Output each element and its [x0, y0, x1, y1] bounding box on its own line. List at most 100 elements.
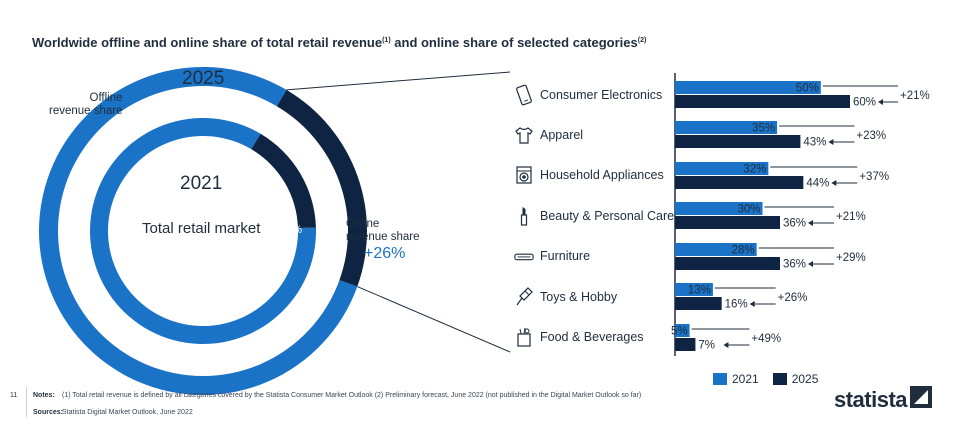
bar-2025 — [675, 176, 804, 189]
bar-2021 — [675, 81, 821, 94]
bar-2025 — [675, 216, 780, 229]
offline-revenue-label: Offline revenue share — [49, 92, 123, 118]
legend-item-2021: 2021 — [713, 372, 759, 386]
value-label-2021: 28% — [732, 245, 755, 257]
notes-heading: Notes: — [33, 392, 55, 399]
bar-2025 — [675, 257, 780, 270]
category-label: Apparel — [540, 128, 584, 142]
bar-2025 — [675, 338, 696, 351]
value-label-2025: 44% — [806, 178, 829, 190]
offline-label-line2: revenue share — [49, 105, 123, 117]
legend-label-2021: 2021 — [732, 372, 759, 386]
category-consumer-electronics: Consumer Electronics — [513, 81, 662, 109]
connector-line-bottom — [357, 286, 511, 353]
value-label-2021: 13% — [688, 285, 711, 297]
value-label-2021: 35% — [752, 123, 775, 135]
category-label: Consumer Electronics — [540, 88, 663, 102]
outer-online-percent: 22% — [322, 224, 345, 236]
legend-swatch-2025 — [772, 373, 787, 385]
change-label: +29% — [836, 252, 866, 264]
change-label: +21% — [900, 90, 930, 102]
tshirt-icon — [513, 124, 535, 146]
notes-text: (1) Total retail revenue is defined by a… — [62, 392, 642, 399]
bar-2021 — [675, 243, 757, 256]
kite-icon — [513, 286, 535, 308]
connector-line-top — [286, 71, 511, 91]
footer-divider — [26, 387, 27, 417]
category-label: Household Appliances — [540, 168, 664, 182]
center-label: Total retail market — [142, 220, 261, 237]
sofa-icon — [513, 245, 535, 267]
value-label-2021: 5% — [671, 326, 688, 338]
change-arrow-head — [831, 180, 837, 186]
inner-online-percent: 16% — [280, 224, 303, 236]
change-label: +23% — [856, 130, 886, 142]
outer-ring-year: 2025 — [182, 68, 225, 89]
change-arrow-head — [878, 99, 883, 105]
page-number: 11 — [10, 392, 18, 399]
title-footnote-1: (1) — [382, 37, 391, 44]
online-label-line1: Online — [346, 218, 380, 230]
value-label-2021: 50% — [796, 83, 819, 95]
bar-2021 — [675, 121, 778, 134]
change-arrow-head — [749, 301, 755, 307]
sources-text: Statista Digital Market Outlook, June 20… — [62, 409, 193, 416]
inner-ring-year: 2021 — [180, 173, 223, 194]
inner-ring-2021-online-slice — [251, 133, 316, 229]
category-label: Food & Beverages — [540, 330, 644, 344]
legend-item-2025: 2025 — [772, 372, 819, 386]
bar-2021 — [675, 324, 690, 337]
title-mid: and online share of selected categories — [390, 35, 638, 50]
inner-offline-percent: 84% — [108, 224, 131, 236]
change-label: +49% — [751, 333, 781, 345]
online-change-value: +26% — [364, 245, 406, 262]
offline-label-line1: Offline — [89, 92, 123, 104]
value-label-2021: 30% — [737, 204, 760, 216]
bar-2025 — [675, 135, 801, 148]
chart-title: Worldwide offline and online share of to… — [32, 35, 646, 50]
value-label-2025: 43% — [803, 137, 826, 149]
value-label-2025: 36% — [783, 259, 806, 271]
legend-label-2025: 2025 — [791, 372, 819, 386]
statista-logo[interactable]: statista — [834, 386, 933, 413]
category-label: Beauty & Personal Care — [540, 209, 675, 223]
value-label-2021: 32% — [743, 164, 766, 176]
category-beauty-personal-care: Beauty & Personal Care — [513, 202, 674, 230]
bar-2025 — [675, 95, 850, 108]
bar-2025 — [675, 297, 722, 310]
outer-offline-percent: 78% — [65, 224, 88, 236]
bar-2021 — [675, 202, 763, 215]
value-label-2025: 7% — [698, 340, 715, 352]
legend: 2021 2025 — [713, 372, 832, 386]
category-food-beverages: Food & Beverages — [513, 323, 644, 351]
value-label-2025: 16% — [725, 299, 748, 311]
category-label: Furniture — [540, 249, 591, 263]
smartphone-icon — [513, 84, 535, 106]
outer-ring-2025-online-slice — [276, 89, 367, 287]
change-arrow-head — [808, 220, 813, 226]
statista-logo-icon — [910, 386, 933, 413]
grocery-bag-icon — [513, 326, 535, 348]
logo-wordmark: statista — [834, 386, 908, 412]
change-arrow-head — [723, 342, 729, 348]
change-arrow-head — [808, 261, 813, 267]
change-label: +21% — [836, 211, 866, 223]
category-toys-hobby: Toys & Hobby — [513, 283, 617, 311]
category-label: Toys & Hobby — [540, 290, 618, 304]
category-furniture: Furniture — [513, 242, 590, 270]
bar-2021 — [675, 162, 769, 175]
category-apparel: Apparel — [513, 121, 583, 149]
bar-2021 — [675, 283, 713, 296]
lipstick-icon — [513, 205, 535, 227]
value-label-2025: 36% — [783, 218, 806, 230]
online-revenue-label: Online revenue share — [346, 218, 420, 244]
legend-swatch-2021 — [713, 373, 727, 385]
change-arrow-head — [828, 139, 834, 145]
category-household-appliances: Household Appliances — [513, 161, 664, 189]
value-label-2025: 60% — [853, 97, 876, 109]
change-label: +37% — [859, 171, 889, 183]
title-footnote-2: (2) — [637, 37, 647, 44]
washing-machine-icon — [513, 164, 535, 186]
